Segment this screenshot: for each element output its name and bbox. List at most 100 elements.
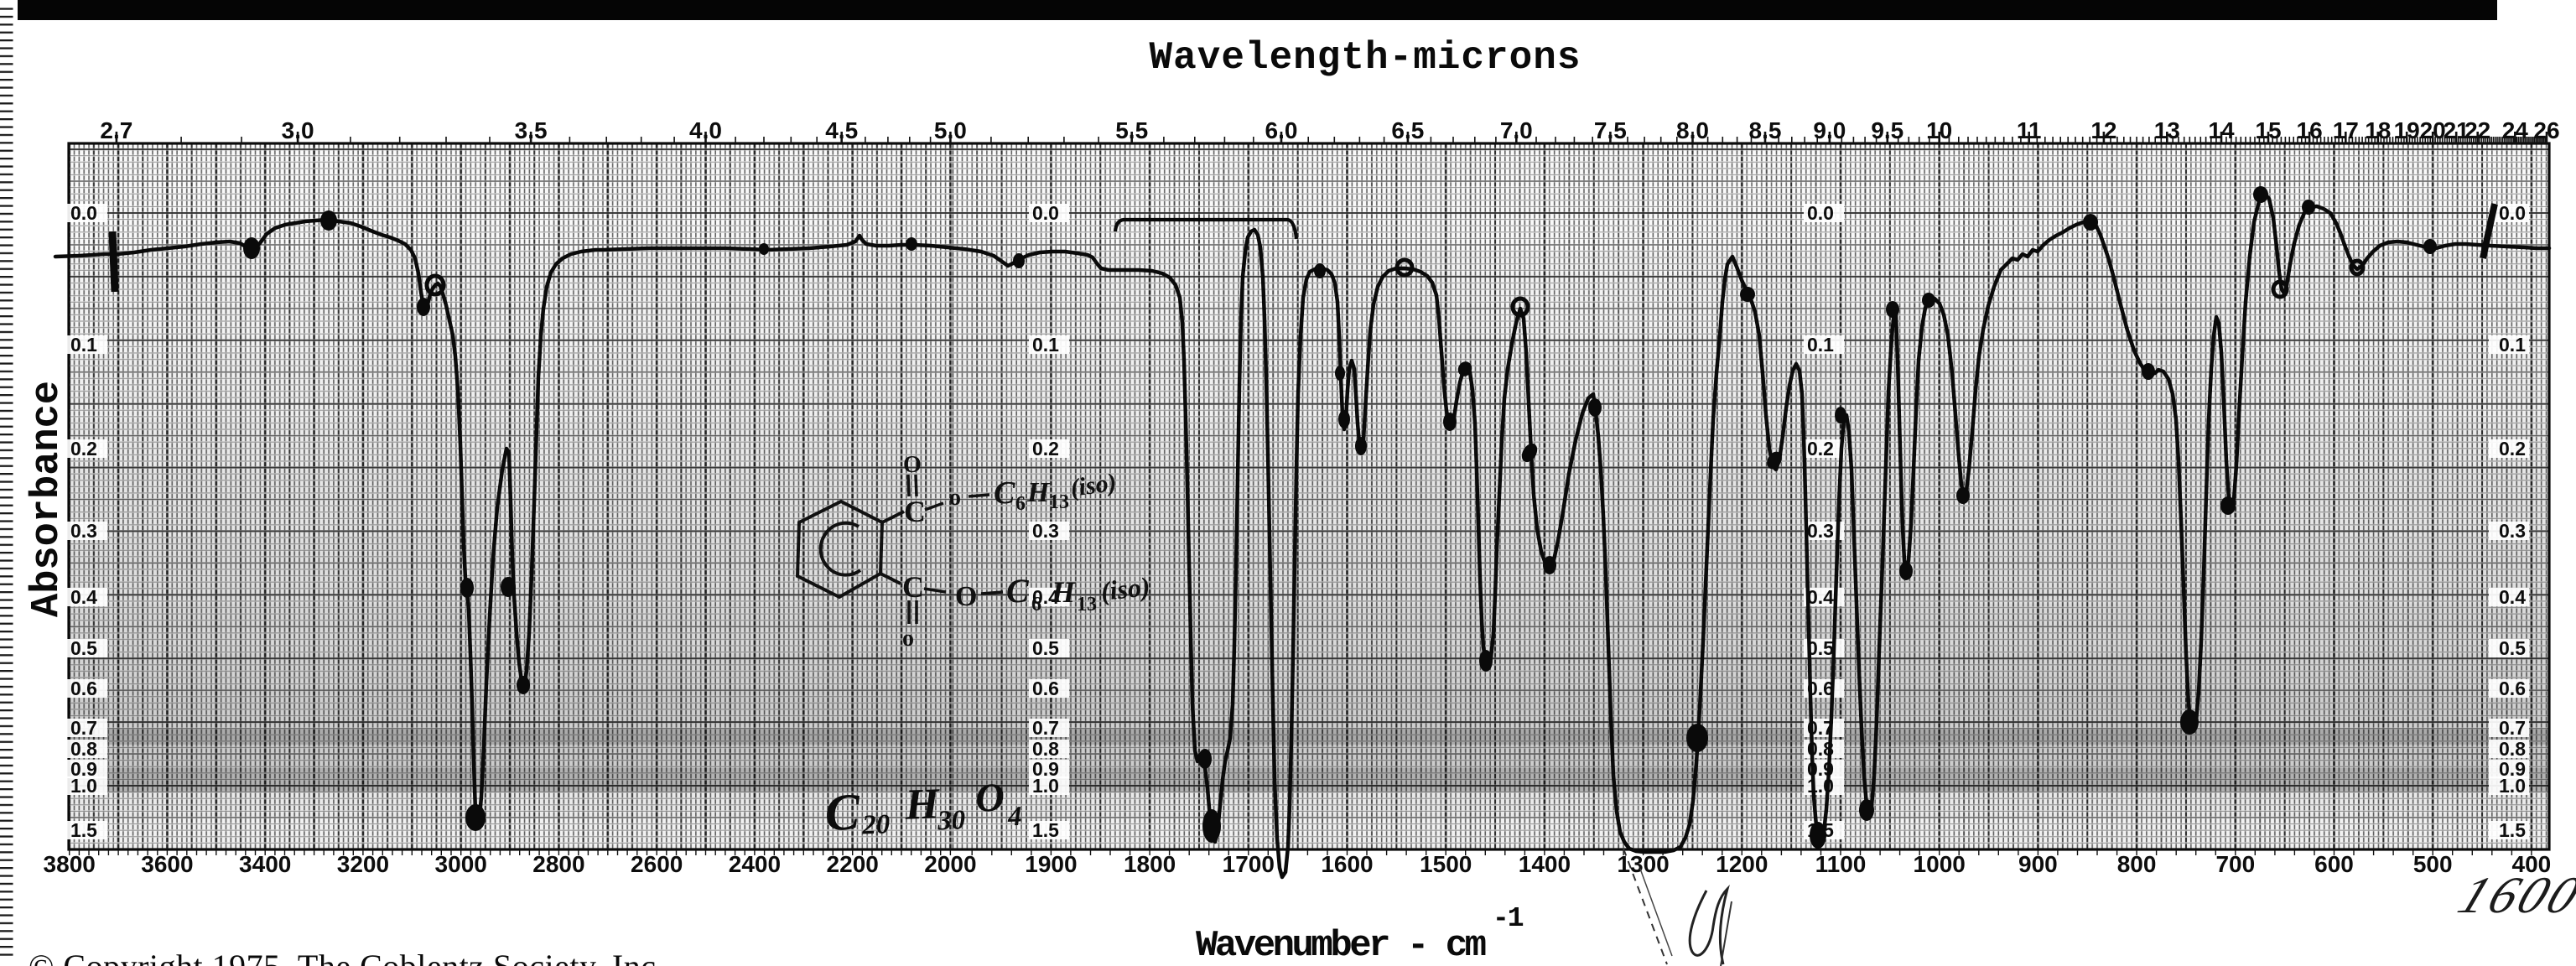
svg-text:1700: 1700 [1223,851,1275,877]
svg-text:© Copyright 1975, The Coblentz: © Copyright 1975, The Coblentz Society, … [29,948,665,966]
svg-text:11: 11 [2017,117,2042,143]
svg-text:1000: 1000 [1914,851,1966,877]
svg-text:12: 12 [2090,117,2116,143]
svg-text:17: 17 [2333,117,2359,143]
svg-text:600: 600 [2314,851,2354,877]
svg-text:13: 13 [2154,117,2180,143]
svg-text:1.5: 1.5 [2499,819,2526,841]
svg-text:9.0: 9.0 [1813,117,1846,143]
svg-text:2800: 2800 [532,851,584,877]
svg-text:0.2: 0.2 [1807,438,1834,460]
svg-text:1800: 1800 [1124,851,1176,877]
svg-text:1300: 1300 [1617,851,1669,877]
svg-text:7.0: 7.0 [1500,117,1533,143]
svg-text:4: 4 [1006,802,1022,833]
svg-text:0.2: 0.2 [2499,438,2526,460]
svg-text:20: 20 [2420,117,2446,143]
svg-text:14: 14 [2208,117,2235,143]
svg-text:1600: 1600 [2451,866,2576,923]
svg-text:2600: 2600 [631,851,683,877]
svg-text:o: o [902,626,914,652]
svg-text:1900: 1900 [1025,851,1077,877]
svg-text:6: 6 [1031,594,1041,615]
svg-text:13: 13 [1049,491,1069,513]
svg-text:4.5: 4.5 [825,117,858,143]
svg-text:0.3: 0.3 [1807,520,1834,542]
svg-text:0.5: 0.5 [70,637,97,659]
svg-text:O: O [974,776,1005,821]
svg-text:C: C [902,570,924,604]
svg-text:0.1: 0.1 [1807,334,1834,356]
svg-text:0.2: 0.2 [1032,438,1059,460]
svg-text:1.5: 1.5 [1032,819,1059,841]
svg-text:1500: 1500 [1420,851,1472,877]
svg-text:0.1: 0.1 [1032,334,1059,356]
svg-text:24: 24 [2502,117,2529,143]
svg-text:22: 22 [2464,117,2490,143]
svg-text:0.3: 0.3 [1032,520,1059,542]
svg-text:1100: 1100 [1815,851,1867,877]
svg-text:1.0: 1.0 [2499,775,2526,797]
svg-text:Wavenumber - cm: Wavenumber - cm [1196,925,1486,966]
svg-text:5.5: 5.5 [1115,117,1148,143]
svg-text:0.6: 0.6 [1032,678,1059,699]
svg-text:0.5: 0.5 [2499,637,2526,659]
svg-text:19: 19 [2394,117,2420,143]
svg-text:0.7: 0.7 [70,717,97,739]
svg-text:0.5: 0.5 [1032,637,1059,659]
svg-text:30: 30 [937,805,966,836]
svg-text:3200: 3200 [337,851,389,877]
svg-text:0.0: 0.0 [1032,202,1059,224]
svg-text:3600: 3600 [141,851,193,877]
svg-text:0.9: 0.9 [2499,758,2526,780]
svg-text:0.4: 0.4 [1032,586,1059,608]
svg-text:C: C [994,475,1015,511]
svg-text:O: O [903,452,922,478]
svg-text:o: o [949,485,961,511]
svg-text:13: 13 [1077,594,1097,615]
svg-text:0.1: 0.1 [2499,334,2526,356]
svg-text:0.6: 0.6 [2499,678,2526,699]
svg-text:2.7: 2.7 [100,117,132,143]
svg-text:0.4: 0.4 [2499,586,2526,608]
svg-text:Wavelength-microns: Wavelength-microns [1150,36,1581,80]
svg-text:C: C [824,784,861,842]
svg-text:0.7: 0.7 [2499,717,2526,739]
svg-text:10: 10 [1926,117,1952,143]
svg-text:400: 400 [2512,851,2552,877]
svg-text:15: 15 [2255,117,2281,143]
svg-text:0.0: 0.0 [70,202,97,224]
svg-text:-1: -1 [1493,903,1524,934]
svg-text:0.8: 0.8 [70,738,97,760]
svg-text:7.5: 7.5 [1594,117,1627,143]
svg-text:3.0: 3.0 [282,117,314,143]
svg-text:(iso): (iso) [1068,469,1118,502]
svg-text:8.0: 8.0 [1676,117,1709,143]
svg-text:21: 21 [2444,117,2470,143]
svg-text:1600: 1600 [1321,851,1373,877]
svg-text:(iso): (iso) [1099,571,1151,606]
svg-text:C: C [904,495,926,528]
svg-text:9.5: 9.5 [1871,117,1903,143]
svg-text:0.0: 0.0 [2499,202,2526,224]
svg-text:0.3: 0.3 [70,520,97,542]
svg-text:700: 700 [2215,851,2255,877]
svg-text:H: H [903,780,941,828]
svg-text:C: C [1006,572,1030,610]
svg-text:0.2: 0.2 [70,438,97,460]
svg-text:18: 18 [2365,117,2391,143]
svg-text:0.8: 0.8 [2499,738,2526,760]
svg-text:800: 800 [2117,851,2157,877]
svg-text:1.0: 1.0 [70,775,97,797]
svg-text:500: 500 [2413,851,2453,877]
svg-text:0.8: 0.8 [1032,738,1059,760]
svg-text:1.0: 1.0 [1032,775,1059,797]
svg-text:H: H [1051,575,1076,609]
svg-text:0.0: 0.0 [1807,202,1834,224]
svg-text:6.0: 6.0 [1265,117,1298,143]
svg-text:1.5: 1.5 [70,819,97,841]
svg-text:0.5: 0.5 [1807,637,1834,659]
svg-text:Absorbance: Absorbance [25,381,70,617]
svg-text:3000: 3000 [435,851,487,877]
svg-text:16: 16 [2297,117,2323,143]
